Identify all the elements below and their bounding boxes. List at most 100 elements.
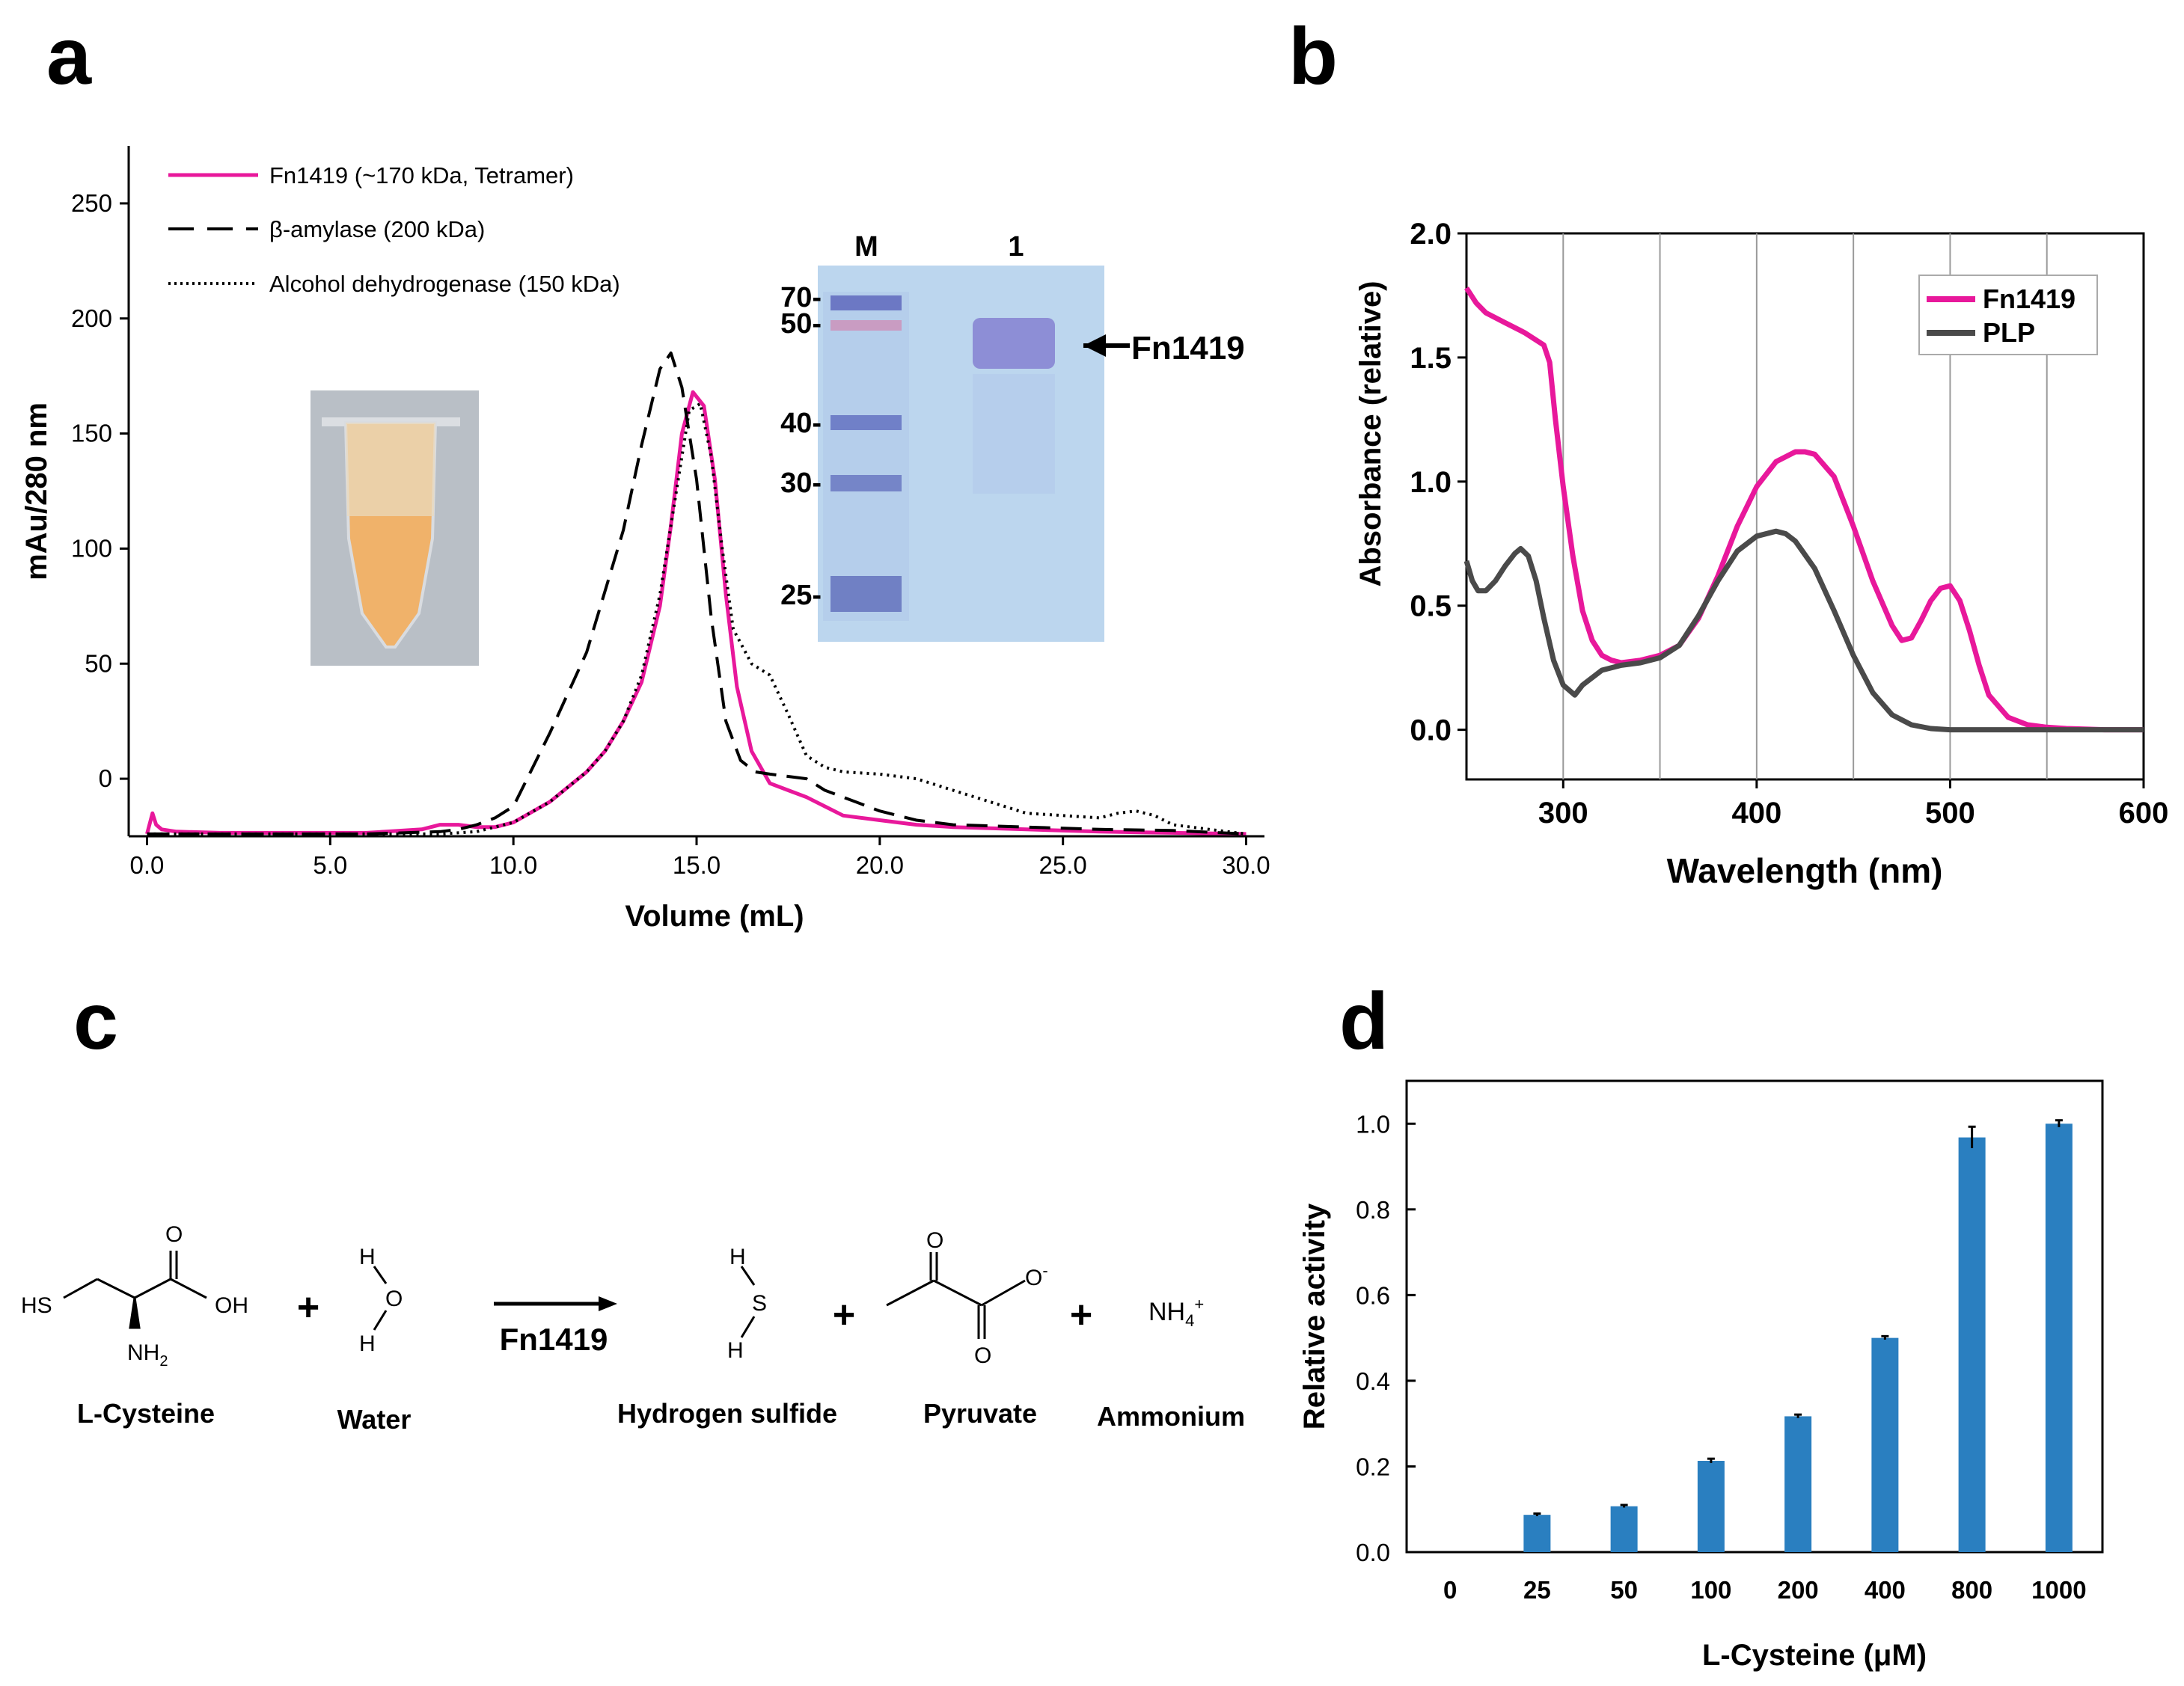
ammonium-formula: NH4+: [1148, 1295, 1204, 1330]
d-x-tick-label: 50: [1610, 1576, 1638, 1604]
tube-headspace: [346, 423, 435, 516]
b-y-tick-label: 1.0: [1410, 466, 1452, 499]
panel-d-frame: [1405, 1079, 2104, 1554]
product-name-ammonium: Ammonium: [1097, 1401, 1245, 1432]
a-y-tick-label: 50: [85, 649, 112, 677]
panel-d-bars: [1523, 1119, 2073, 1552]
gel-marker-band-40: [831, 415, 902, 430]
d-bar-100: [1697, 1461, 1725, 1552]
panel-b-frame: [1465, 232, 2145, 781]
gel-band-label: Fn1419: [1131, 330, 1245, 367]
gel-fn1419-band: [973, 318, 1055, 369]
d-x-tick-label: 400: [1865, 1576, 1906, 1604]
a-x-tick-label: 0.0: [130, 851, 165, 879]
panel-d-ticks: 0.0 0.2 0.4 0.6 0.8 1.0 0 25 50 100 200 400 800 1000: [1356, 1110, 2086, 1604]
d-x-tick-label: 25: [1523, 1576, 1551, 1604]
a-x-tick-label: 30.0: [1222, 851, 1270, 879]
panel-a-chart: 0.0 5.0 10.0 15.0 20.0 25.0 30.0 0 50 100 150 200 25…: [20, 146, 1270, 933]
b-series-line-1: [1463, 528, 2144, 733]
panel-a-x-title: Volume (mL): [625, 900, 804, 933]
gel-marker-band-50: [831, 320, 902, 331]
pyruvate-structure: [886, 1252, 1026, 1339]
gel-marker-band-25: [831, 576, 902, 612]
b-y-tick-label: 2.0: [1410, 218, 1452, 251]
d-x-tick-label: 200: [1778, 1576, 1819, 1604]
b-y-tick-label: 0.5: [1410, 590, 1452, 623]
legend-beta-amylase-label: β-amylase (200 kDa): [269, 216, 485, 242]
l-cysteine-structure: [63, 1251, 207, 1329]
d-y-tick-label: 1.0: [1356, 1110, 1390, 1138]
a-y-tick-label: 100: [71, 534, 112, 562]
h2s-s: S: [752, 1291, 767, 1316]
plus-1: +: [297, 1286, 319, 1329]
panel-a-letter: a: [46, 10, 92, 101]
cys-hs: HS: [21, 1293, 52, 1318]
a-x-tick-label: 10.0: [489, 851, 537, 879]
h2s-h2: H: [727, 1338, 744, 1363]
gel-marker-lane: [823, 292, 909, 621]
panel-d-letter: d: [1339, 975, 1389, 1066]
gel-arrow-head: [1083, 334, 1106, 357]
reaction-arrow-head: [599, 1296, 617, 1311]
d-bar-200: [1784, 1416, 1812, 1552]
d-y-tick-label: 0.4: [1356, 1367, 1390, 1395]
panel-b-chart: 300 400 500 600 0.0 0.5 1.0 1.5 2.0 Wavelength (…: [1354, 218, 2168, 890]
pyruvate-o-top: O: [926, 1228, 943, 1253]
d-y-tick-label: 0.0: [1356, 1539, 1390, 1566]
panel-b-curves: [1463, 286, 2144, 733]
sds-page-gel: M 1 70- 50- 40- 30- 25- Fn1419: [780, 231, 1245, 642]
water-h2: H: [359, 1331, 376, 1356]
reaction-scheme: HS OH O NH2 L-Cysteine + H O H Water Fn1…: [21, 1222, 1245, 1435]
water-h1: H: [359, 1245, 376, 1269]
a-y-tick-label: 150: [71, 420, 112, 447]
gel-lane1-smear: [973, 374, 1055, 494]
b-x-tick-label: 400: [1731, 797, 1781, 830]
h2s-structure: [740, 1266, 756, 1338]
panel-b-y-title: Absorbance (relative): [1354, 281, 1387, 586]
a-x-tick-label: 15.0: [673, 851, 721, 879]
panel-c-letter: c: [73, 975, 118, 1066]
d-y-tick-label: 0.6: [1356, 1281, 1390, 1309]
panel-a-y-title: mAu/280 nm: [20, 402, 53, 580]
panel-a-curves: [145, 351, 1247, 836]
a-y-tick-label: 250: [71, 189, 112, 217]
water-structure: [373, 1266, 388, 1331]
cys-nh2: NH2: [127, 1340, 168, 1370]
plus-3: +: [1070, 1293, 1092, 1337]
gel-marker-30: 30-: [780, 468, 822, 499]
reactant-name-cysteine: L-Cysteine: [77, 1398, 215, 1429]
gel-lane-m: M: [854, 231, 878, 263]
legend-b-plp-label: PLP: [1983, 317, 2035, 348]
panel-a-legend: Fn1419 (~170 kDa, Tetramer) β-amylase (2…: [168, 162, 620, 297]
b-x-tick-label: 600: [2119, 797, 2169, 830]
d-y-tick-label: 0.8: [1356, 1196, 1390, 1224]
d-x-tick-label: 800: [1951, 1576, 1992, 1604]
product-name-pyruvate: Pyruvate: [923, 1398, 1037, 1429]
panel-b-ticks: 300 400 500 600 0.0 0.5 1.0 1.5 2.0: [1410, 218, 2168, 830]
d-bar-800: [1958, 1137, 1986, 1552]
a-x-tick-label: 20.0: [856, 851, 904, 879]
product-name-h2s: Hydrogen sulfide: [617, 1398, 837, 1429]
reaction-enzyme: Fn1419: [500, 1322, 608, 1357]
panel-b-legend: Fn1419 PLP: [1918, 275, 2098, 355]
legend-b-fn1419-label: Fn1419: [1983, 283, 2076, 314]
gel-marker-50: 50-: [780, 308, 822, 340]
pyruvate-o-minus: O-: [1025, 1261, 1048, 1290]
a-x-tick-label: 25.0: [1039, 851, 1087, 879]
panel-b-letter: b: [1288, 10, 1338, 101]
b-series-line-0: [1464, 286, 2144, 733]
a-series-line-2: [147, 402, 1247, 836]
a-series-line-1: [147, 351, 1247, 836]
plus-2: +: [833, 1293, 855, 1337]
legend-adh-label: Alcohol dehydrogenase (150 kDa): [269, 271, 620, 297]
panel-a-ticks: 0.0 5.0 10.0 15.0 20.0 25.0 30.0 0 50 100 150 200 25…: [71, 189, 1270, 879]
d-x-tick-label: 100: [1690, 1576, 1731, 1604]
panel-d-y-title: Relative activity: [1298, 1203, 1331, 1429]
d-y-tick-label: 0.2: [1356, 1453, 1390, 1480]
gel-marker-40: 40-: [780, 408, 822, 439]
d-bar-400: [1871, 1337, 1899, 1552]
d-x-tick-label: 0: [1443, 1576, 1457, 1604]
b-x-tick-label: 300: [1538, 797, 1588, 830]
pyruvate-o-bottom: O: [974, 1343, 991, 1368]
